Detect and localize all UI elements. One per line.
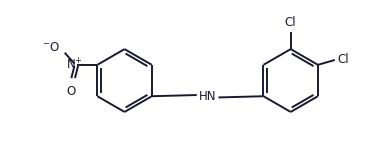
Text: O: O xyxy=(67,85,76,98)
Text: HN: HN xyxy=(199,90,216,103)
Text: Cl: Cl xyxy=(337,53,349,66)
Text: Cl: Cl xyxy=(285,16,296,29)
Text: N$^{+}$: N$^{+}$ xyxy=(66,57,83,73)
Text: $^{-}$O: $^{-}$O xyxy=(42,41,60,54)
